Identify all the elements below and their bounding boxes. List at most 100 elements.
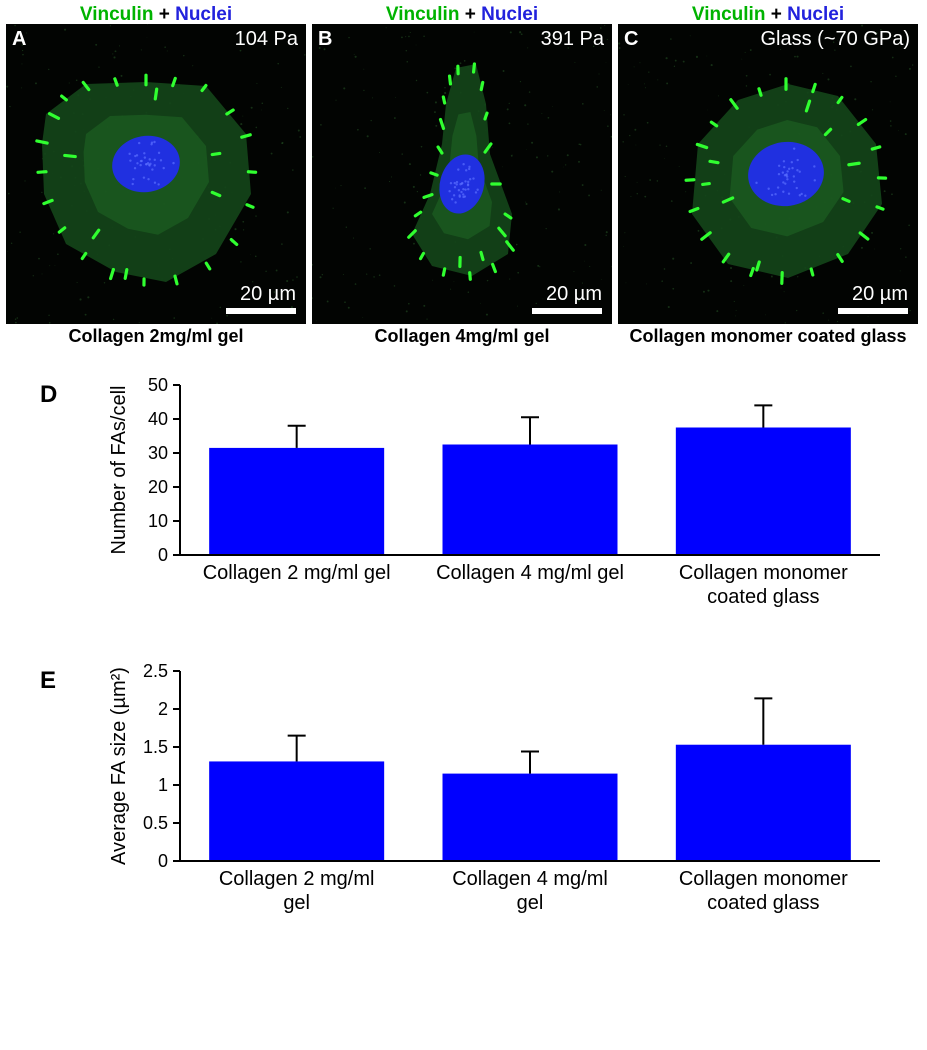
chart-d-row: D 01020304050Collagen 2 mg/ml gelCollage…: [0, 375, 927, 621]
ytick-label: 20: [148, 477, 168, 497]
panel-letter-e: E: [40, 661, 100, 695]
micrograph-panel: Vinculin + NucleiA104 Pa20 µm: [6, 24, 306, 324]
xtick-label: gel: [283, 892, 310, 914]
xtick-label: Collagen 2 mg/ml gel: [203, 562, 391, 584]
scale-text: 20 µm: [546, 283, 602, 306]
micrograph-caption: Collagen monomer coated glass: [629, 326, 906, 347]
focal-adhesion: [474, 64, 475, 72]
focal-adhesion: [872, 147, 879, 149]
cell-image-svg: [618, 24, 918, 324]
nuclei-label: Nuclei: [481, 4, 538, 25]
focal-adhesion: [37, 141, 47, 143]
focal-adhesion: [470, 273, 471, 280]
xtick-label: coated glass: [707, 586, 819, 608]
plus-sep: +: [153, 4, 175, 25]
scale-bar: [532, 308, 602, 314]
ytick-label: 1: [158, 775, 168, 795]
micrograph-row-wrapper: Vinculin + NucleiA104 Pa20 µmCollagen 2m…: [0, 24, 927, 347]
focal-adhesion: [443, 269, 444, 275]
plus-sep: +: [459, 4, 481, 25]
ytick-label: 1.5: [143, 737, 168, 757]
chart-d-svg: 0 10 20 30 40 50 Collagen 2 mg/ml gel Collagen …: [100, 375, 900, 621]
stiffness-label: 104 Pa: [235, 28, 298, 51]
panel-letter: B: [318, 28, 332, 51]
focal-adhesion: [443, 97, 444, 103]
stiffness-label: Glass (~70 GPa): [760, 28, 910, 51]
cell-image-svg: [312, 24, 612, 324]
xtick-label: Collagen 4 mg/ml: [452, 868, 608, 890]
chart-d-area: 0 10 20 30 40 50 Collagen 2 mg/ml gel Collagen …: [100, 375, 907, 621]
focal-adhesion: [813, 84, 815, 91]
xtick-label: coated glass: [707, 892, 819, 914]
micrograph-col: Vinculin + NucleiA104 Pa20 µmCollagen 2m…: [6, 24, 306, 347]
plus-sep: +: [765, 4, 787, 25]
nuclei-label: Nuclei: [787, 4, 844, 25]
bar: [676, 428, 851, 556]
focal-adhesion: [247, 205, 253, 207]
ytick-label: 2: [158, 699, 168, 719]
ytick-label: 2.5: [143, 661, 168, 681]
focal-adhesion: [175, 276, 177, 284]
focal-adhesion: [481, 252, 483, 259]
bar: [209, 761, 384, 861]
focal-adhesion: [65, 155, 75, 156]
micrograph-col: Vinculin + NucleiCGlass (~70 GPa)20 µmCo…: [618, 24, 918, 347]
micrograph-panel: Vinculin + NucleiB391 Pa20 µm: [312, 24, 612, 324]
chart-e-row: E 00.511.522.5Collagen 2 mg/mlgelCollage…: [0, 661, 927, 927]
bar: [209, 448, 384, 555]
xtick-label: gel: [517, 892, 544, 914]
xtick-label: Collagen 4 mg/ml gel: [436, 562, 624, 584]
ytick-label: 0: [158, 851, 168, 871]
focal-adhesion: [212, 153, 219, 154]
ytick-label: 30: [148, 443, 168, 463]
focal-adhesion: [450, 76, 451, 84]
chart-e-area: 00.511.522.5Collagen 2 mg/mlgelCollagen …: [100, 661, 907, 927]
ytick-label: 40: [148, 409, 168, 429]
nuclei-label: Nuclei: [175, 4, 232, 25]
scale-bar: [226, 308, 296, 314]
bar: [443, 445, 618, 556]
micrograph-caption: Collagen 4mg/ml gel: [374, 326, 549, 347]
xtick-label: Collagen monomer: [679, 562, 848, 584]
ytick-label: 10: [148, 511, 168, 531]
stain-header: Vinculin + Nuclei: [6, 4, 306, 26]
focal-adhesion: [125, 270, 127, 279]
focal-adhesion: [703, 184, 710, 185]
ytick-label: 0: [158, 545, 168, 565]
focal-adhesion: [431, 173, 437, 175]
focal-adhesion: [849, 163, 859, 165]
focal-adhesion: [481, 82, 482, 89]
panel-letter: C: [624, 28, 638, 51]
vinculin-label: Vinculin: [80, 4, 154, 25]
xtick-label: Collagen monomer: [679, 868, 848, 890]
panel-letter: A: [12, 28, 26, 51]
scale-text: 20 µm: [852, 283, 908, 306]
micrograph-col: Vinculin + NucleiB391 Pa20 µmCollagen 4m…: [312, 24, 612, 347]
bar: [443, 774, 618, 861]
ytick-label: 0.5: [143, 813, 168, 833]
vinculin-label: Vinculin: [386, 4, 460, 25]
scale-text: 20 µm: [240, 283, 296, 306]
focal-adhesion: [811, 269, 813, 275]
focal-adhesion: [115, 79, 117, 85]
y-axis-label: Number of FAs/cell: [108, 386, 130, 555]
chart-e-svg: 00.511.522.5Collagen 2 mg/mlgelCollagen …: [100, 661, 900, 927]
y-axis-label: Average FA size (µm²): [108, 667, 130, 865]
bar: [676, 745, 851, 861]
stain-header: Vinculin + Nuclei: [618, 4, 918, 26]
xtick-label: Collagen 2 mg/ml: [219, 868, 375, 890]
ytick-label: 50: [148, 375, 168, 395]
scale-bar: [838, 308, 908, 314]
focal-adhesion: [759, 89, 761, 95]
micrograph-panel: Vinculin + NucleiCGlass (~70 GPa)20 µm: [618, 24, 918, 324]
focal-adhesion: [38, 172, 46, 173]
figure-root: Vinculin + NucleiA104 Pa20 µmCollagen 2m…: [0, 24, 927, 927]
focal-adhesion: [710, 161, 718, 162]
cell-image-svg: [6, 24, 306, 324]
focal-adhesion: [485, 113, 487, 119]
stiffness-label: 391 Pa: [541, 28, 604, 51]
focal-adhesion: [248, 172, 255, 173]
stain-header: Vinculin + Nuclei: [312, 4, 612, 26]
focal-adhesion: [877, 207, 883, 209]
vinculin-label: Vinculin: [692, 4, 766, 25]
